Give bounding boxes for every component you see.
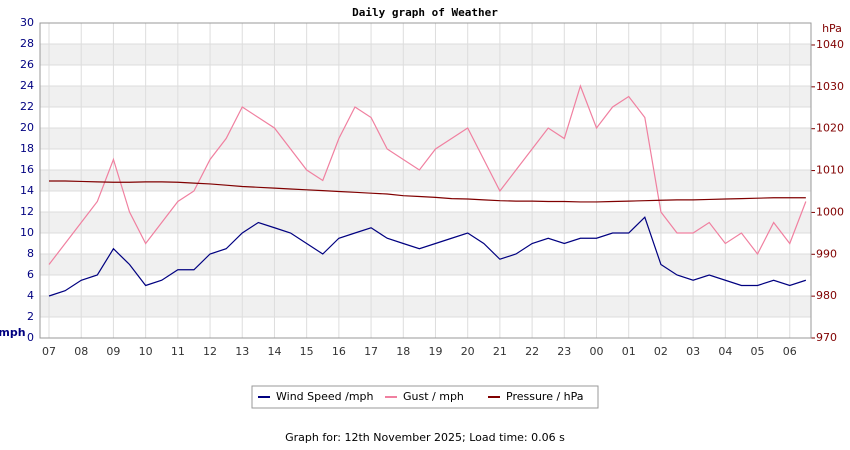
grid-band xyxy=(40,296,811,317)
y-tick-label: 12 xyxy=(20,205,34,218)
legend-box xyxy=(251,385,599,409)
x-tick-label: 08 xyxy=(74,345,88,358)
x-tick-label: 00 xyxy=(590,345,604,358)
plot-frame xyxy=(39,22,812,339)
grid-band xyxy=(40,254,811,275)
y-tick-label: 24 xyxy=(20,79,34,92)
x-tick-label: 15 xyxy=(300,345,314,358)
y-tick-label: 8 xyxy=(27,247,34,260)
x-tick-label: 10 xyxy=(139,345,153,358)
y2-tick-label: 990 xyxy=(816,247,837,260)
x-tick-label: 14 xyxy=(267,345,281,358)
y2-tick-label: 1020 xyxy=(816,122,844,135)
y-tick-label: 0 xyxy=(27,331,34,344)
y-tick-label: 18 xyxy=(20,142,34,155)
x-tick-label: 04 xyxy=(718,345,732,358)
x-tick-label: 23 xyxy=(557,345,571,358)
y2-tick-label: 980 xyxy=(816,289,837,302)
y-tick-label: 4 xyxy=(27,289,34,302)
x-tick-label: 09 xyxy=(106,345,120,358)
grid-band xyxy=(40,170,811,191)
y-axis-label: mph xyxy=(0,326,26,339)
x-tick-label: 02 xyxy=(654,345,668,358)
legend-label: Pressure / hPa xyxy=(506,390,584,403)
legend-label: Gust / mph xyxy=(403,390,464,403)
x-tick-label: 17 xyxy=(364,345,378,358)
legend-label: Wind Speed /mph xyxy=(276,390,374,403)
grid-band xyxy=(40,86,811,107)
grid-band xyxy=(40,44,811,65)
series-line xyxy=(49,180,806,203)
y-tick-label: 22 xyxy=(20,100,34,113)
x-tick-label: 06 xyxy=(783,345,797,358)
x-tick-label: 19 xyxy=(428,345,442,358)
chart-title: Daily graph of Weather xyxy=(352,6,498,19)
grid-band xyxy=(40,212,811,233)
y-tick-label: 16 xyxy=(20,163,34,176)
x-tick-label: 22 xyxy=(525,345,539,358)
y-tick-label: 26 xyxy=(20,58,34,71)
y-tick-label: 2 xyxy=(27,310,34,323)
y-tick-label: 14 xyxy=(20,184,34,197)
x-tick-label: 20 xyxy=(461,345,475,358)
y-tick-label: 6 xyxy=(27,268,34,281)
y2-tick-label: 1040 xyxy=(816,38,844,51)
series-line xyxy=(48,84,807,265)
x-tick-label: 13 xyxy=(235,345,249,358)
y-tick-label: 28 xyxy=(20,37,34,50)
x-tick-label: 07 xyxy=(42,345,56,358)
y-tick-label: 20 xyxy=(20,121,34,134)
x-tick-label: 18 xyxy=(396,345,410,358)
y-tick-label: 10 xyxy=(20,226,34,239)
y2-tick-label: 1030 xyxy=(816,80,844,93)
grid-band xyxy=(40,128,811,149)
y-tick-label: 30 xyxy=(20,16,34,29)
x-tick-label: 21 xyxy=(493,345,507,358)
x-tick-label: 16 xyxy=(332,345,346,358)
x-tick-label: 01 xyxy=(622,345,636,358)
x-tick-label: 03 xyxy=(686,345,700,358)
y2-tick-label: 1000 xyxy=(816,205,844,218)
y2-tick-label: 1010 xyxy=(816,164,844,177)
footer: Graph for: 12th November 2025; Load time… xyxy=(285,431,565,444)
x-tick-label: 05 xyxy=(751,345,765,358)
x-tick-label: 11 xyxy=(171,345,185,358)
x-tick-label: 12 xyxy=(203,345,217,358)
y2-axis-label: hPa xyxy=(822,22,842,35)
series-line xyxy=(48,216,807,297)
y2-tick-label: 970 xyxy=(816,331,837,344)
